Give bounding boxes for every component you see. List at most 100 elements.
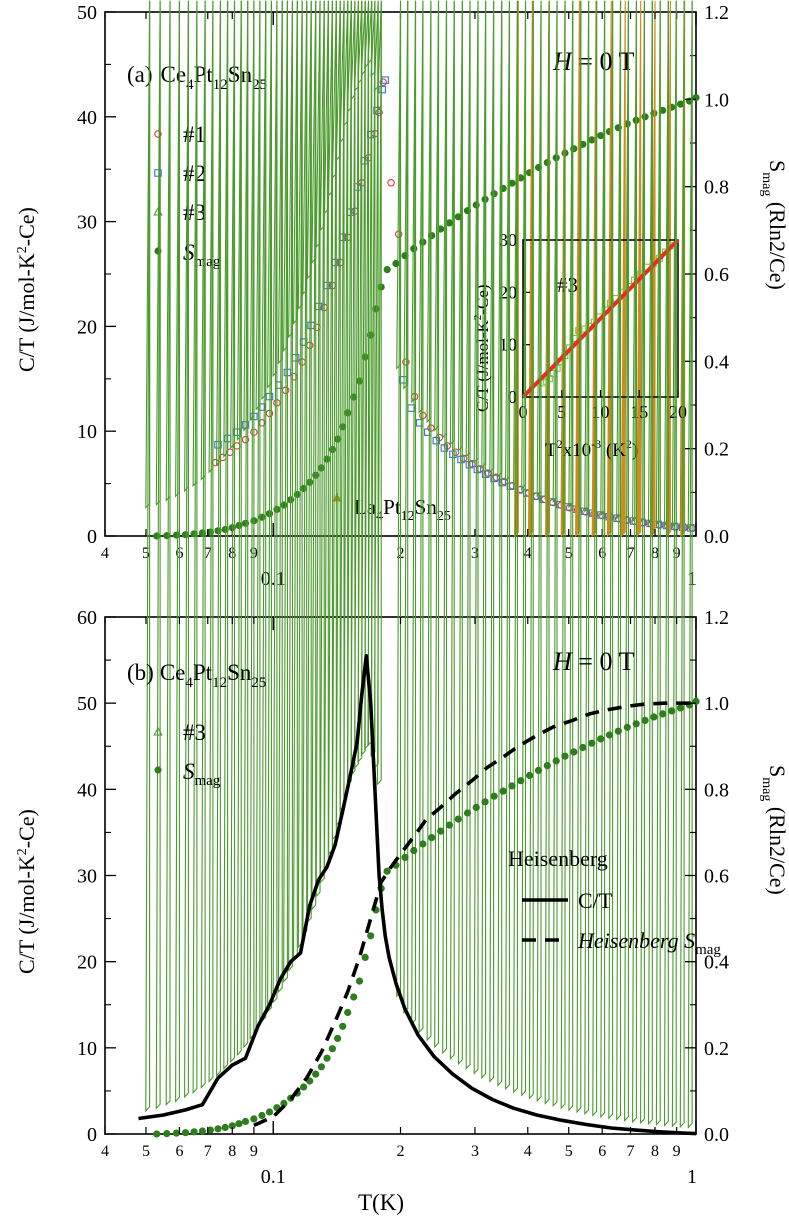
data-point — [221, 1123, 229, 1132]
data-point — [214, 1125, 222, 1133]
panel-b-marks — [138, 0, 700, 1138]
data-point — [579, 743, 587, 752]
data-point — [357, 0, 363, 764]
data-point — [570, 748, 578, 756]
y-right-tick-label: 0.0 — [704, 526, 729, 548]
data-point — [428, 834, 436, 842]
y-left-tick-label: 60 — [77, 607, 97, 629]
data-point — [208, 0, 214, 1083]
data-point — [588, 136, 596, 144]
data-point — [676, 100, 685, 108]
panel-b-field-label: H = 0 T — [552, 647, 634, 676]
data-point — [434, 0, 440, 1049]
data-point — [465, 0, 471, 1070]
data-point — [472, 201, 480, 209]
y-axis-label-left-b: C/T (J/mol-K2-Ce) — [14, 809, 39, 974]
data-point — [640, 0, 645, 1125]
data-point — [339, 1022, 347, 1030]
data-point — [354, 0, 359, 770]
legend-b-marker-smag — [154, 766, 162, 774]
data-point — [331, 0, 337, 841]
y-right-tick-label: 0.6 — [704, 866, 729, 888]
data-point — [497, 0, 503, 1087]
data-point — [192, 0, 198, 1095]
inset-x-label: T2x10-3 (K2) — [545, 437, 638, 461]
y-left-tick-label: 50 — [77, 693, 97, 715]
data-point — [576, 0, 582, 1114]
data-point — [235, 1120, 243, 1128]
data-point — [584, 0, 590, 1116]
data-point — [283, 0, 288, 983]
data-point — [570, 145, 578, 153]
data-point — [350, 0, 356, 777]
data-point — [172, 531, 180, 539]
x-minor-tick-label: 9 — [673, 1143, 681, 1160]
data-point — [544, 0, 550, 1105]
inset-x-tick-label: 10 — [592, 402, 610, 422]
data-point — [387, 179, 395, 187]
data-point — [383, 266, 391, 274]
x-minor-tick-label: 7 — [204, 1143, 212, 1160]
data-point — [671, 0, 677, 1128]
data-point — [236, 0, 242, 1057]
data-point — [499, 787, 507, 795]
y-right-tick-label: 0.6 — [704, 264, 729, 286]
legend-heisenberg-title: Heisenberg — [508, 846, 608, 871]
data-point — [449, 0, 455, 1061]
data-point — [528, 0, 534, 1100]
y-left-tick-label: 30 — [77, 866, 97, 888]
data-point — [473, 465, 482, 474]
x-axis-label: T(K) — [358, 1190, 404, 1215]
data-point — [241, 435, 250, 444]
data-point — [437, 827, 445, 835]
data-point — [172, 1129, 180, 1137]
data-point — [513, 0, 518, 1094]
data-point — [454, 815, 462, 823]
y-right-tick-label: 0.2 — [704, 439, 729, 461]
inset-y-tick-label: 0 — [508, 387, 517, 407]
data-point — [300, 484, 308, 492]
data-point — [536, 0, 542, 1103]
data-point — [216, 0, 221, 1077]
x-minor-tick-label: 7 — [627, 545, 635, 562]
data-point — [484, 469, 492, 477]
data-point — [272, 0, 278, 1004]
data-point — [214, 441, 222, 449]
data-point — [410, 245, 418, 253]
data-point — [588, 739, 596, 747]
x-major-tick-label: 1 — [687, 1166, 697, 1188]
legend-heisenberg-smag: Heisenberg Smag — [577, 928, 721, 958]
data-point — [568, 0, 574, 1112]
data-point — [659, 106, 667, 114]
series-line — [138, 653, 697, 1136]
data-point — [394, 230, 403, 238]
x-minor-tick-label: 5 — [565, 1143, 573, 1160]
data-point — [277, 0, 283, 994]
inset-label: #3 — [557, 273, 578, 297]
data-point — [616, 0, 622, 1121]
data-point — [641, 113, 649, 121]
data-point — [361, 953, 369, 962]
data-point — [200, 0, 206, 1089]
data-point — [190, 1128, 198, 1136]
data-point — [605, 731, 614, 739]
legend-b-label-3: #3 — [183, 720, 206, 745]
panel-b-axes: 4 5 6 7 8 9 2 3 4 5 6 7 8 90.1 101020304050600.00.20.4… — [77, 607, 729, 1188]
data-point — [344, 1008, 352, 1017]
data-point — [311, 0, 317, 911]
data-point — [624, 0, 629, 1123]
x-minor-tick-label: 3 — [471, 545, 479, 562]
data-point — [465, 460, 474, 469]
inset-y-tick-label: 30 — [499, 230, 517, 250]
data-point — [228, 1122, 236, 1130]
x-minor-tick-label: 6 — [175, 1143, 183, 1160]
y-left-tick-label: 30 — [77, 212, 97, 234]
data-point — [597, 735, 605, 743]
data-point — [620, 0, 626, 538]
data-point — [181, 1129, 190, 1137]
y-right-tick-label: 0.4 — [704, 351, 729, 373]
data-point — [383, 867, 391, 875]
data-point — [432, 436, 441, 445]
data-point — [410, 846, 418, 855]
y-right-tick-label: 0.2 — [704, 1038, 729, 1060]
